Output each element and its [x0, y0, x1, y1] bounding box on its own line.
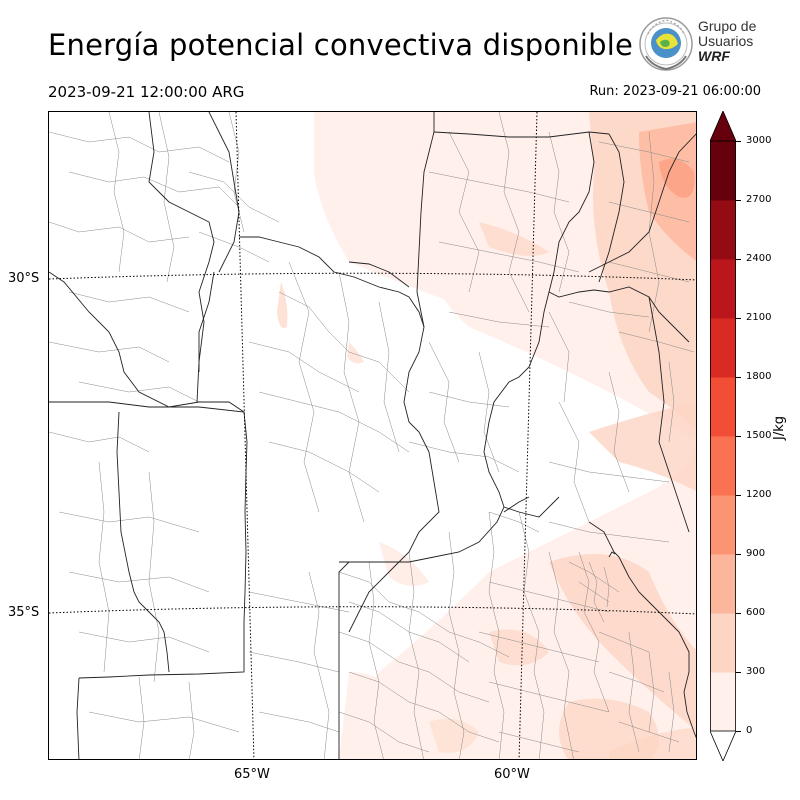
colorbar-extend-min — [709, 730, 737, 763]
logo-text: Grupo de Usuarios WRF — [698, 19, 756, 64]
run-time: Run: 2023-09-21 06:00:00 — [589, 84, 761, 99]
cape-map — [48, 111, 697, 760]
province-boundaries — [49, 112, 696, 759]
colorbar-tick-mark — [736, 140, 741, 142]
colorbar-tick-mark — [736, 258, 741, 260]
colorbar-bin — [710, 554, 736, 614]
colorbar-svg — [709, 109, 737, 763]
globe-emblem-icon — [639, 17, 693, 71]
logo-line-1: Grupo de — [698, 18, 757, 34]
wrf-users-group-logo: Grupo de Usuarios WRF — [638, 16, 768, 76]
colorbar-frame — [710, 140, 737, 732]
logo-line-3: WRF — [698, 48, 730, 64]
colorbar-extend-max — [709, 109, 737, 142]
colorbar-tick-mark — [736, 730, 741, 732]
colorbar-tick-label: 0 — [746, 725, 753, 736]
buenos-aires-partidos — [338, 511, 680, 759]
colorbar-tick-mark — [736, 612, 741, 614]
graticule — [49, 112, 696, 759]
colorbar-bin — [710, 495, 736, 555]
colorbar-tick-label: 3000 — [746, 135, 772, 146]
colorbar-tick-mark — [736, 199, 741, 201]
colorbar-bin — [710, 672, 736, 732]
coastline — [588, 521, 696, 739]
colorbar-bin — [710, 200, 736, 260]
colorbar-tick-mark — [736, 671, 741, 673]
lon-label-65w: 65°W — [234, 767, 270, 782]
logo-line-2: Usuarios — [698, 33, 754, 49]
colorbar-tick-mark — [736, 553, 741, 555]
colorbar-bin — [710, 318, 736, 378]
colorbar-tick-mark — [736, 376, 741, 378]
colorbar — [709, 109, 737, 763]
lat-label-35s: 35°S — [8, 605, 40, 620]
colorbar-tick-label: 2400 — [746, 253, 772, 264]
colorbar-bin — [710, 613, 736, 673]
map-title: Energía potencial convectiva disponible — [48, 28, 634, 62]
colorbar-bin — [710, 141, 736, 201]
lon-label-60w: 60°W — [494, 767, 530, 782]
colorbar-tick-label: 1200 — [746, 489, 772, 500]
valid-time: 2023-09-21 12:00:00 ARG — [48, 83, 245, 101]
colorbar-tick-mark — [736, 317, 741, 319]
colorbar-tick-label: 300 — [746, 666, 766, 677]
colorbar-tick-label: 1800 — [746, 371, 772, 382]
colorbar-bin — [710, 259, 736, 319]
colorbar-tick-label: 900 — [746, 548, 766, 559]
colorbar-tick-mark — [736, 435, 741, 437]
colorbar-tick-label: 2700 — [746, 194, 772, 205]
colorbar-tick-label: 1500 — [746, 430, 772, 441]
colorbar-bin — [710, 436, 736, 496]
colorbar-unit: J/kg — [772, 416, 787, 440]
colorbar-tick-label: 600 — [746, 607, 766, 618]
colorbar-bin — [710, 377, 736, 437]
map-canvas — [49, 112, 696, 759]
colorbar-tick-mark — [736, 494, 741, 496]
colorbar-tick-label: 2100 — [746, 312, 772, 323]
department-boundaries — [49, 112, 695, 759]
lat-label-30s: 30°S — [8, 271, 40, 286]
